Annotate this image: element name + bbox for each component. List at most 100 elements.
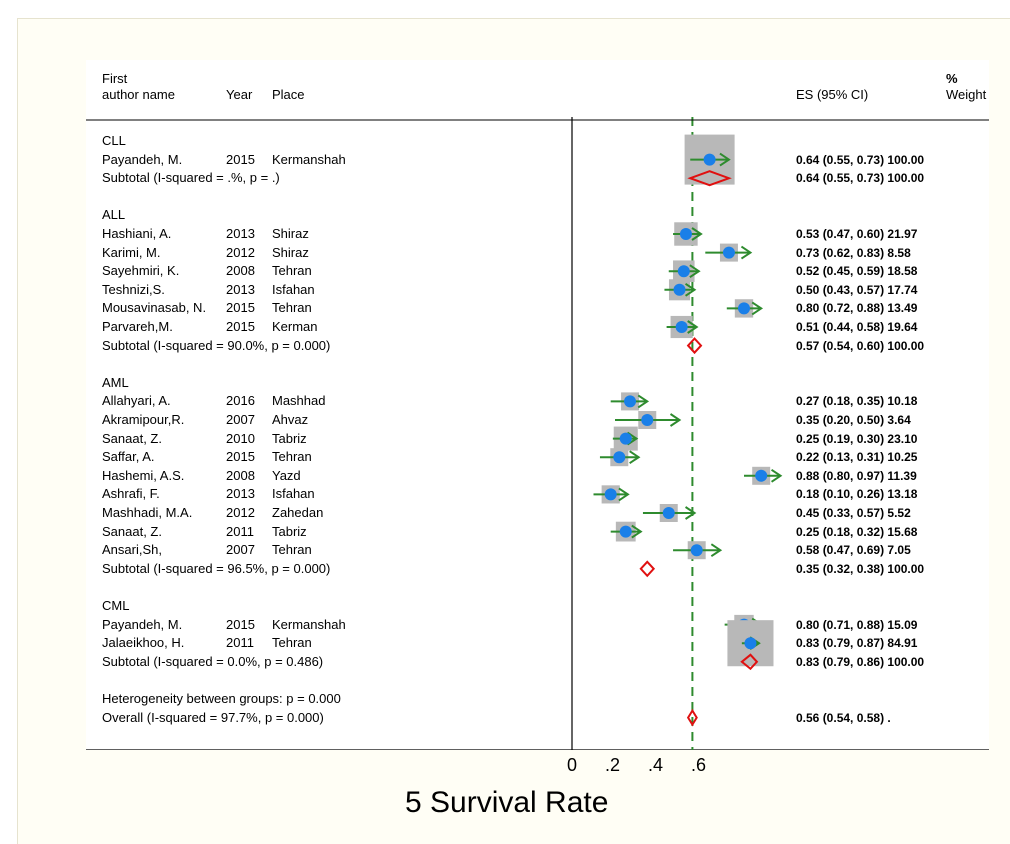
study-es-ci: 0.58 (0.47, 0.69) 7.05	[796, 543, 911, 558]
study-year: 2011	[226, 635, 254, 651]
study-year: 2015	[226, 449, 255, 465]
study-es-ci: 0.53 (0.47, 0.60) 21.97	[796, 227, 918, 241]
ci-arrow	[631, 524, 643, 539]
ci-arrow	[710, 543, 723, 558]
study-place: Zahedan	[272, 505, 324, 520]
study-place: Kermanshah	[272, 616, 346, 632]
study-place: Tehran	[272, 449, 312, 465]
study-place: Kerman	[272, 319, 318, 334]
point-estimate	[675, 321, 688, 333]
study-author: Mashhadi, M.A.	[102, 505, 193, 520]
point-estimate	[738, 302, 750, 315]
overall-diamond	[686, 708, 698, 727]
header-author-line1: First	[102, 71, 128, 86]
study-year: 2011	[226, 523, 254, 539]
point-estimate	[619, 525, 632, 538]
ci-arrow	[684, 506, 697, 520]
study-author: Hashemi, A.S.	[102, 467, 185, 483]
study-year: 2008	[226, 467, 255, 483]
study-author: Teshnizi,S.	[102, 281, 165, 297]
study-place: Tabriz	[272, 523, 307, 539]
study-place: Yazd	[272, 467, 301, 483]
study-es-ci: 0.35 (0.20, 0.50) 3.64	[796, 413, 911, 427]
study-es-ci: 0.25 (0.18, 0.32) 15.68	[796, 524, 918, 539]
point-estimate	[690, 544, 703, 557]
study-year: 2010	[226, 430, 255, 446]
study-author: Akramipour,R.	[102, 412, 185, 427]
study-year: 2012	[226, 244, 255, 260]
ci-arrow	[618, 487, 630, 502]
subtotal-diamond	[687, 170, 732, 187]
study-place: Tabriz	[272, 430, 307, 446]
group-label: Heterogeneity between groups: p = 0.000	[102, 691, 341, 706]
point-estimate	[722, 246, 735, 259]
study-es-ci: 0.73 (0.62, 0.83) 8.58	[796, 245, 911, 260]
ci-arrow	[687, 320, 699, 334]
study-place: Mashhad	[272, 393, 326, 409]
study-author: Allahyari, A.	[102, 393, 171, 409]
point-estimate	[673, 283, 686, 296]
group-label: AML	[102, 374, 129, 390]
study-year: 2007	[226, 542, 255, 558]
study-es-ci: 0.22 (0.13, 0.31) 10.25	[796, 450, 918, 465]
study-es-ci: 0.25 (0.19, 0.30) 23.10	[796, 431, 918, 446]
study-year: 2015	[226, 616, 255, 632]
header-es: ES (95% CI)	[796, 87, 869, 102]
subtotal-label: Subtotal (I-squared = 90.0%, p = 0.000)	[102, 337, 331, 353]
subtotal-es-ci: 0.83 (0.79, 0.86) 100.00	[796, 654, 925, 669]
study-author: Hashiani, A.	[102, 226, 172, 241]
study-es-ci: 0.88 (0.80, 0.97) 11.39	[796, 468, 917, 483]
forest-plot-panel: First author name Year Place ES (95% CI)…	[86, 60, 989, 750]
study-place: Tehran	[272, 263, 312, 279]
header-year: Year	[226, 87, 253, 102]
subtotal-diamond	[686, 337, 703, 355]
ci-arrow	[751, 301, 764, 316]
ci-arrow	[669, 413, 682, 427]
overall-es-ci: 0.56 (0.54, 0.58) .	[796, 710, 891, 725]
point-estimate	[613, 451, 626, 464]
study-year: 2007	[226, 412, 255, 427]
study-year: 2013	[226, 486, 255, 502]
study-es-ci: 0.50 (0.43, 0.57) 17.74	[796, 282, 918, 297]
study-place: Ahvaz	[272, 412, 309, 427]
group-label: ALL	[102, 207, 126, 223]
point-estimate	[677, 265, 690, 278]
study-year: 2015	[226, 319, 255, 334]
study-place: Isfahan	[272, 486, 315, 502]
study-es-ci: 0.51 (0.44, 0.58) 19.64	[796, 320, 918, 334]
study-es-ci: 0.80 (0.71, 0.88) 15.09	[796, 617, 918, 632]
x-tick-label: .4	[648, 755, 664, 775]
study-place: Kermanshah	[272, 151, 346, 167]
subtotal-label: Subtotal (I-squared = 96.5%, p = 0.000)	[102, 560, 331, 576]
ci-arrow	[629, 450, 641, 465]
header-weight-line2: Weight	[946, 87, 987, 102]
study-es-ci: 0.27 (0.18, 0.35) 10.18	[796, 394, 918, 409]
subtotal-label: Subtotal (I-squared = .%, p = .)	[102, 170, 280, 186]
subtotal-es-ci: 0.64 (0.55, 0.73) 100.00	[796, 171, 925, 186]
ci-arrow	[689, 264, 701, 279]
subtotal-es-ci: 0.35 (0.32, 0.38) 100.00	[796, 561, 925, 576]
subtotal-diamond	[639, 560, 656, 578]
figure-background: First author name Year Place ES (95% CI)…	[17, 18, 1010, 844]
study-author: Mousavinasab, N.	[102, 300, 207, 316]
point-estimate	[641, 414, 654, 426]
study-author: Payandeh, M.	[102, 151, 183, 167]
ci-arrow	[691, 227, 703, 241]
point-estimate	[619, 432, 632, 445]
study-author: Sayehmiri, K.	[102, 263, 180, 279]
point-estimate	[703, 153, 716, 166]
study-author: Sanaat, Z.	[102, 430, 162, 446]
point-estimate	[662, 507, 675, 519]
study-es-ci: 0.64 (0.55, 0.73) 100.00	[796, 152, 925, 167]
header-weight-line1: %	[946, 71, 958, 86]
study-place: Isfahan	[272, 281, 315, 297]
study-place: Tehran	[272, 635, 312, 651]
study-year: 2015	[226, 300, 255, 316]
study-es-ci: 0.83 (0.79, 0.87) 84.91	[796, 636, 918, 651]
study-author: Ansari,Sh,	[102, 542, 162, 558]
study-author: Saffar, A.	[102, 449, 155, 465]
study-author: Parvareh,M.	[102, 319, 173, 334]
study-es-ci: 0.52 (0.45, 0.59) 18.58	[796, 264, 918, 279]
ci-arrow	[770, 468, 783, 483]
point-estimate	[755, 469, 768, 482]
